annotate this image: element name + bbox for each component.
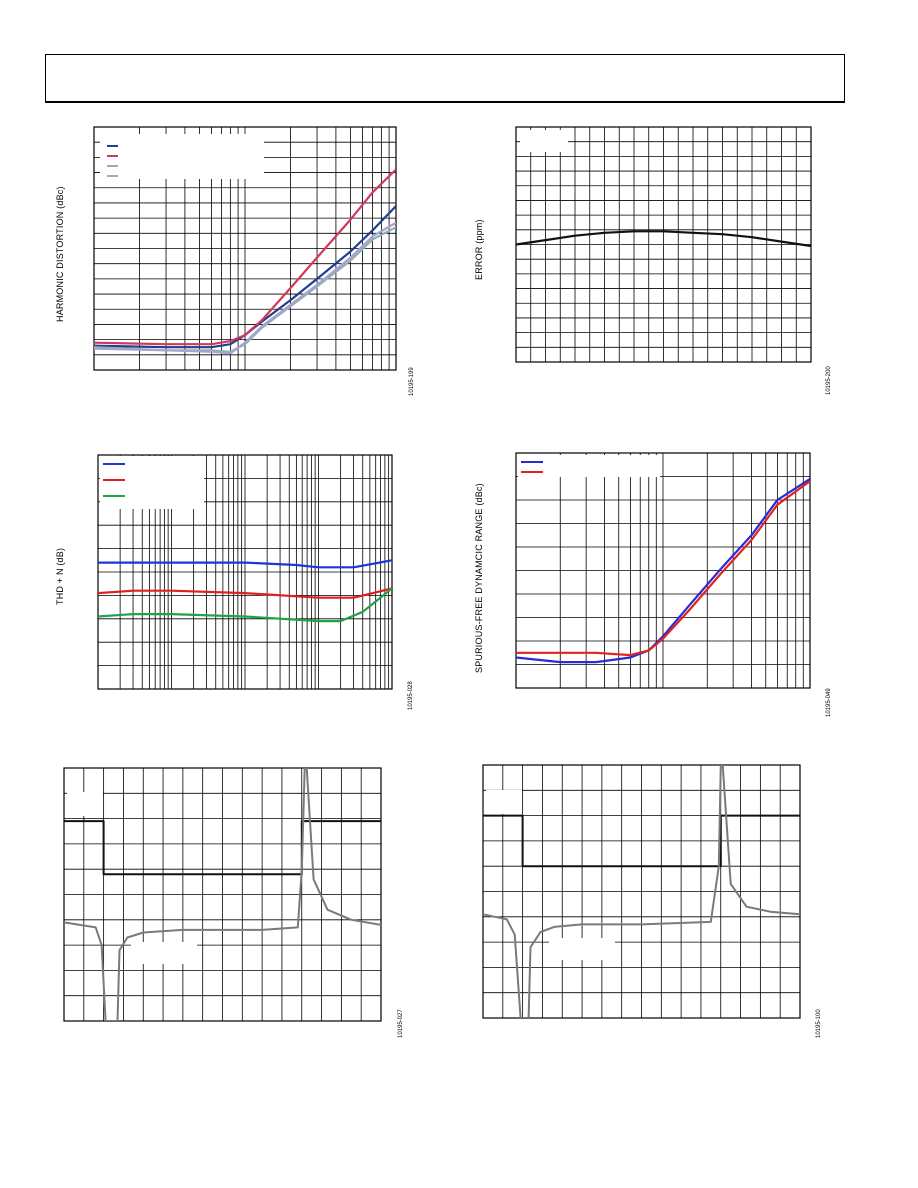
- step1-figure-id: 10195-027: [398, 1009, 404, 1038]
- step2-series-line-1: [483, 765, 800, 1018]
- step1-plot-frame: [63, 767, 382, 1022]
- hd-ylabel: HARMONIC DISTORTION (dBc): [55, 186, 65, 322]
- hd-figure-id: 10195-199: [409, 367, 415, 396]
- harmonic-distortion-chart: [93, 126, 397, 371]
- step1-series-line-1: [64, 768, 381, 1021]
- sfdr-series-line-1: [516, 480, 810, 657]
- step2-series-line-0: [483, 814, 800, 868]
- error-chart: [515, 126, 812, 363]
- step2-figure-id: 10195-100: [816, 1009, 822, 1038]
- thd-ylabel: THD + N (dB): [55, 547, 65, 605]
- sfdr-ylabel: SPURIOUS-FREE DYNAMCIC RANGE (dBc): [474, 483, 484, 673]
- err-series-line-0: [516, 230, 811, 248]
- sfdr-chart: [515, 452, 811, 689]
- step2-legend-panel: [549, 938, 615, 960]
- sfdr-legend-panel: [518, 455, 660, 477]
- step1-series-line-0: [64, 820, 381, 876]
- thd-figure-id: 10195-028: [408, 681, 414, 710]
- hd-series-line-1: [94, 168, 396, 346]
- sfdr-plot-frame: [515, 452, 811, 689]
- thd-series-line-2: [98, 587, 392, 623]
- hd-plot-frame: [93, 126, 397, 371]
- step1-legend-panel: [67, 792, 103, 816]
- hd-series-line-3: [94, 221, 396, 355]
- err-ylabel: ERROR (ppm): [474, 219, 484, 280]
- hd-series-line-0: [94, 205, 396, 349]
- err-grid: [515, 126, 812, 363]
- step1-legend-panel: [131, 942, 197, 964]
- page-header-box: [45, 54, 845, 103]
- step-response-chart-1: [63, 767, 382, 1022]
- step1-grid: [63, 767, 382, 1022]
- thd-series-line-1: [98, 587, 392, 599]
- thd-series-line-0: [98, 559, 392, 569]
- sfdr-grid: [515, 452, 811, 689]
- sfdr-figure-id: 10195-049: [826, 688, 832, 717]
- thd-plot-frame: [97, 454, 393, 690]
- err-legend-panel: [520, 130, 568, 152]
- step2-plot-frame: [482, 764, 801, 1019]
- thd-n-chart: [97, 454, 393, 690]
- hd-legend-panel: [100, 134, 264, 179]
- step-response-chart-2: [482, 764, 801, 1019]
- err-figure-id: 10195-200: [826, 366, 832, 395]
- step2-legend-panel: [486, 790, 522, 814]
- sfdr-series-line-0: [516, 477, 810, 664]
